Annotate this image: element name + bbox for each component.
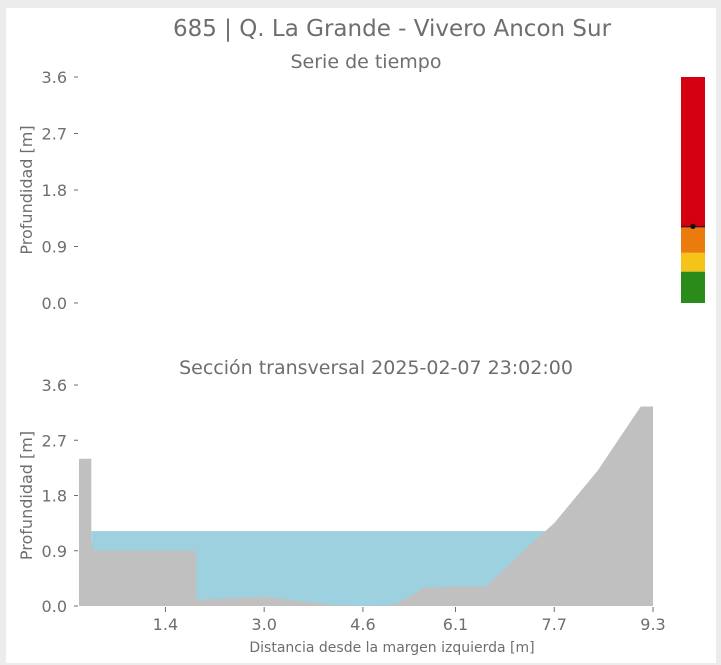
y-tick-label: 0.0 xyxy=(42,597,67,616)
y-tick-label: 0.9 xyxy=(42,542,67,561)
cross-section-chart: Sección transversal 2025-02-07 23:02:00 P… xyxy=(17,357,666,656)
x-axis-label: Distancia desde la margen izquierda [m] xyxy=(249,640,534,656)
level-bar-segment xyxy=(681,77,705,228)
x-tick-label: 1.4 xyxy=(153,615,178,634)
y-tick-label: 0.0 xyxy=(42,294,67,313)
y-tick-label: 3.6 xyxy=(42,376,67,395)
level-bar-segment xyxy=(681,252,705,272)
y-tick-label: 2.7 xyxy=(42,431,67,450)
chart-title: Sección transversal 2025-02-07 23:02:00 xyxy=(179,357,573,379)
y-tick-label: 1.8 xyxy=(42,487,67,506)
chart-canvas: 685 | Q. La Grande - Vivero Ancon Sur Se… xyxy=(17,16,705,656)
chart-figure: 685 | Q. La Grande - Vivero Ancon Sur Se… xyxy=(6,8,716,663)
chart-title: Serie de tiempo xyxy=(291,51,442,73)
y-axis-label: Profundidad [m] xyxy=(17,125,36,254)
x-tick-label: 4.6 xyxy=(350,615,375,634)
y-tick-label: 1.8 xyxy=(42,181,67,200)
y-tick-label: 2.7 xyxy=(42,125,67,144)
x-tick-label: 9.3 xyxy=(640,615,665,634)
ground-profile-area xyxy=(79,406,653,606)
figure-title: 685 | Q. La Grande - Vivero Ancon Sur xyxy=(173,16,612,42)
time-series-chart: Serie de tiempo Profundidad [m] 0.0 0.9 1.8 2… xyxy=(17,51,705,313)
level-bar-segment xyxy=(681,271,705,303)
level-bar-segment xyxy=(681,227,705,253)
level-bar-marker-dot xyxy=(690,223,696,230)
y-tick-label: 3.6 xyxy=(42,68,67,87)
x-tick-label: 6.1 xyxy=(443,615,468,634)
y-tick-label: 0.9 xyxy=(42,238,67,257)
y-axis-label: Profundidad [m] xyxy=(17,431,36,560)
x-tick-label: 3.0 xyxy=(251,615,276,634)
x-tick-label: 7.7 xyxy=(542,615,567,634)
